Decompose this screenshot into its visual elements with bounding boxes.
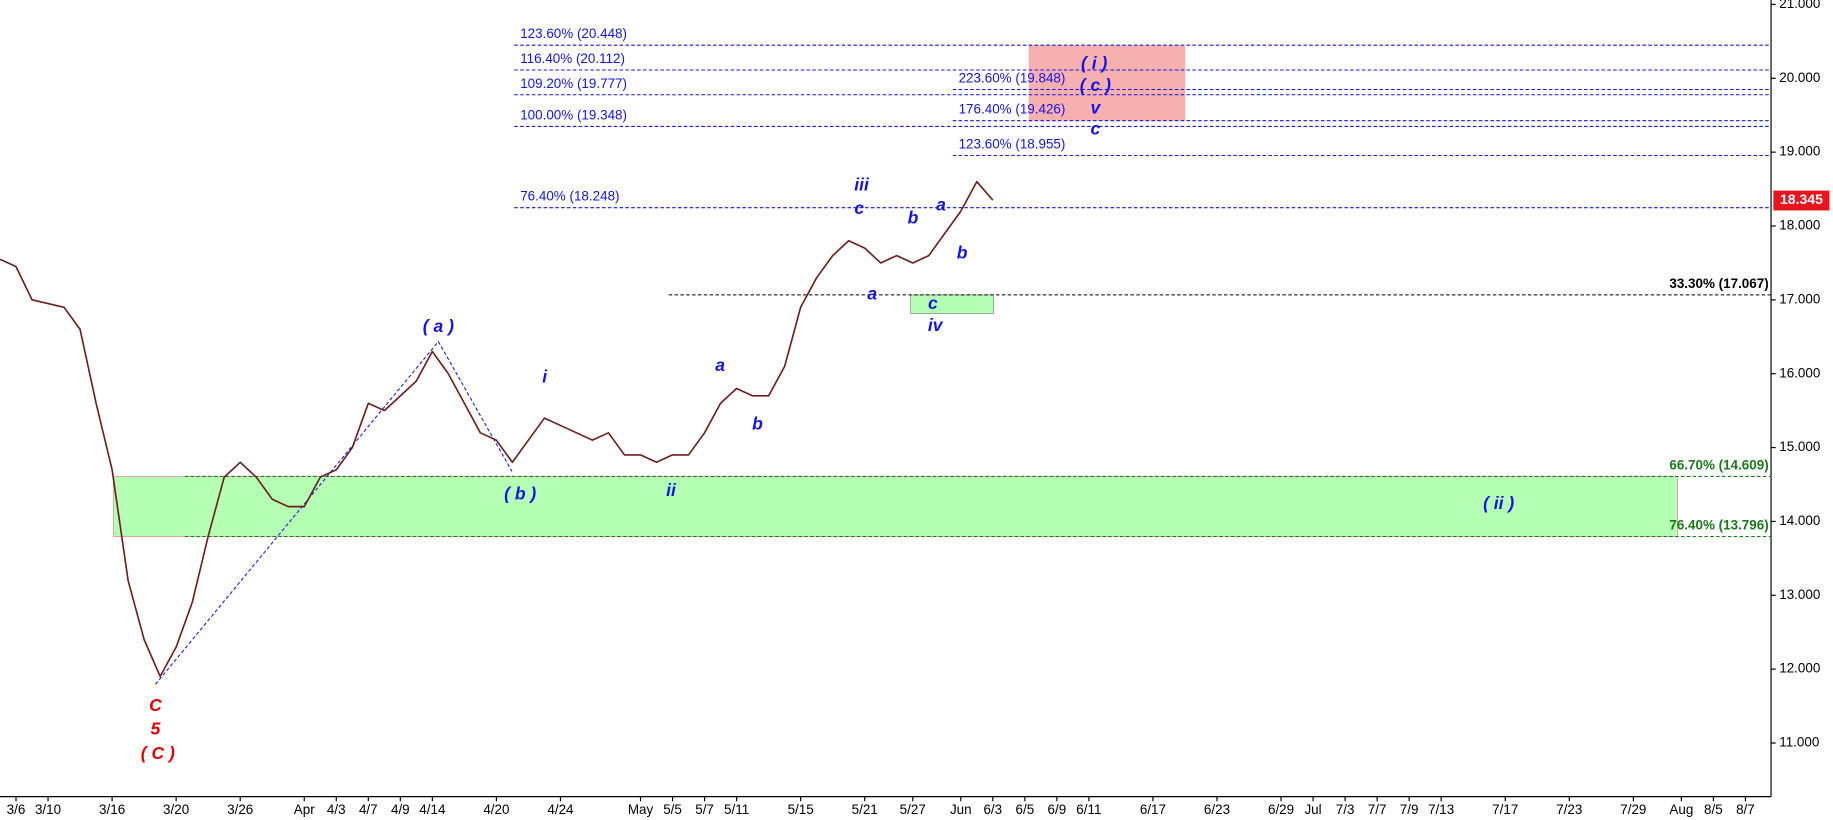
x-tick-label: 5/5 xyxy=(663,802,682,817)
x-tick-label: 5/15 xyxy=(788,802,814,817)
wave-label: c xyxy=(854,198,864,218)
x-tick-label: 3/26 xyxy=(227,802,253,817)
wave-label: ii xyxy=(666,480,677,500)
level-label: 33.30% (17.067) xyxy=(1669,276,1768,291)
wave-label: b xyxy=(957,242,968,262)
x-tick-label: 5/21 xyxy=(852,802,878,817)
x-tick-label: 3/20 xyxy=(163,802,189,817)
wave-label: iii xyxy=(854,175,870,195)
level-label: 76.40% (13.796) xyxy=(1669,518,1768,533)
x-tick-label: 8/5 xyxy=(1704,802,1723,817)
x-tick-label: 7/29 xyxy=(1620,802,1646,817)
x-tick-label: 6/11 xyxy=(1076,802,1101,817)
level-label: 66.70% (14.609) xyxy=(1669,457,1768,472)
wave-label: ( i ) xyxy=(1081,53,1107,73)
wave-label: ( b ) xyxy=(504,483,536,503)
level-label: 109.20% (19.777) xyxy=(520,76,627,91)
y-tick-label: 15.000 xyxy=(1779,439,1820,454)
x-tick-label: 7/17 xyxy=(1492,802,1518,817)
x-tick-label: 6/17 xyxy=(1140,802,1166,817)
y-tick-label: 13.000 xyxy=(1779,587,1820,602)
y-tick-label: 17.000 xyxy=(1779,291,1820,306)
wave-label: ( C ) xyxy=(141,743,175,763)
x-tick-label: 4/9 xyxy=(391,802,410,817)
x-tick-label: 5/11 xyxy=(724,802,749,817)
y-tick-label: 21.000 xyxy=(1779,0,1820,11)
price-line xyxy=(0,180,994,678)
wave-label: ( c ) xyxy=(1080,75,1111,95)
wave-label: c xyxy=(928,293,938,313)
x-tick-label: Jul xyxy=(1304,802,1321,817)
y-tick-label: 16.000 xyxy=(1779,365,1820,380)
y-tick-label: 11.000 xyxy=(1779,735,1819,750)
x-tick-label: 6/3 xyxy=(983,802,1002,817)
x-tick-label: 6/9 xyxy=(1048,802,1067,817)
last-price-tag xyxy=(1773,190,1830,211)
y-tick-label: 18.000 xyxy=(1779,218,1820,233)
wave-label: i xyxy=(542,366,548,386)
wave-label: b xyxy=(908,207,919,227)
wave-iv-zone xyxy=(910,294,995,314)
wave-label: iv xyxy=(928,315,944,335)
x-tick-label: 5/27 xyxy=(900,802,926,817)
x-tick-label: 6/5 xyxy=(1015,802,1034,817)
x-tick-label: 6/23 xyxy=(1204,802,1230,817)
wave-label: a xyxy=(715,355,725,375)
level-label: 223.60% (19.848) xyxy=(959,71,1066,86)
x-tick-label: 7/3 xyxy=(1336,802,1355,817)
x-tick-label: Apr xyxy=(294,802,315,817)
x-tick-label: Jun xyxy=(950,802,972,817)
trend-line xyxy=(155,340,513,685)
target-zone xyxy=(1028,45,1186,121)
x-tick-label: 8/7 xyxy=(1736,802,1755,817)
level-label: 76.40% (18.248) xyxy=(520,189,619,204)
wave-label: 5 xyxy=(151,719,161,739)
y-tick-label: 14.000 xyxy=(1779,513,1820,528)
x-tick-label: 3/16 xyxy=(99,802,125,817)
x-tick-label: 4/24 xyxy=(547,802,574,817)
x-tick-label: 7/7 xyxy=(1368,802,1387,817)
y-tick-label: 19.000 xyxy=(1779,144,1820,159)
wave-label: b xyxy=(752,413,763,433)
support-zone xyxy=(112,475,1678,537)
last-price-label: 18.345 xyxy=(1780,191,1823,207)
x-tick-label: 7/23 xyxy=(1556,802,1582,817)
wave-label: a xyxy=(867,283,877,303)
x-tick-label: 4/7 xyxy=(359,802,378,817)
x-tick-label: 7/9 xyxy=(1400,802,1419,817)
wave-label: C xyxy=(149,695,162,715)
wave-label: ( a ) xyxy=(423,316,454,336)
x-tick-label: 7/13 xyxy=(1428,802,1454,817)
x-tick-label: Aug xyxy=(1669,802,1693,817)
x-tick-label: 5/7 xyxy=(695,802,714,817)
wave-label: a xyxy=(936,195,946,215)
wave-label: c xyxy=(1090,118,1100,138)
x-tick-label: May xyxy=(628,802,654,817)
level-label: 116.40% (20.112) xyxy=(520,51,625,66)
level-label: 100.00% (19.348) xyxy=(520,107,627,122)
wave-label: ( ii ) xyxy=(1483,493,1514,513)
x-tick-label: 3/6 xyxy=(7,802,26,817)
wave-label: v xyxy=(1090,97,1101,117)
level-label: 176.40% (19.426) xyxy=(959,102,1066,117)
x-tick-label: 4/14 xyxy=(419,802,446,817)
y-tick-label: 12.000 xyxy=(1779,661,1820,676)
x-tick-label: 6/29 xyxy=(1268,802,1294,817)
x-tick-label: 3/10 xyxy=(35,802,61,817)
y-tick-label: 20.000 xyxy=(1779,70,1820,85)
level-label: 123.60% (20.448) xyxy=(520,26,627,41)
x-tick-label: 4/3 xyxy=(327,802,346,817)
x-tick-label: 4/20 xyxy=(483,802,509,817)
level-label: 123.60% (18.955) xyxy=(959,136,1066,151)
